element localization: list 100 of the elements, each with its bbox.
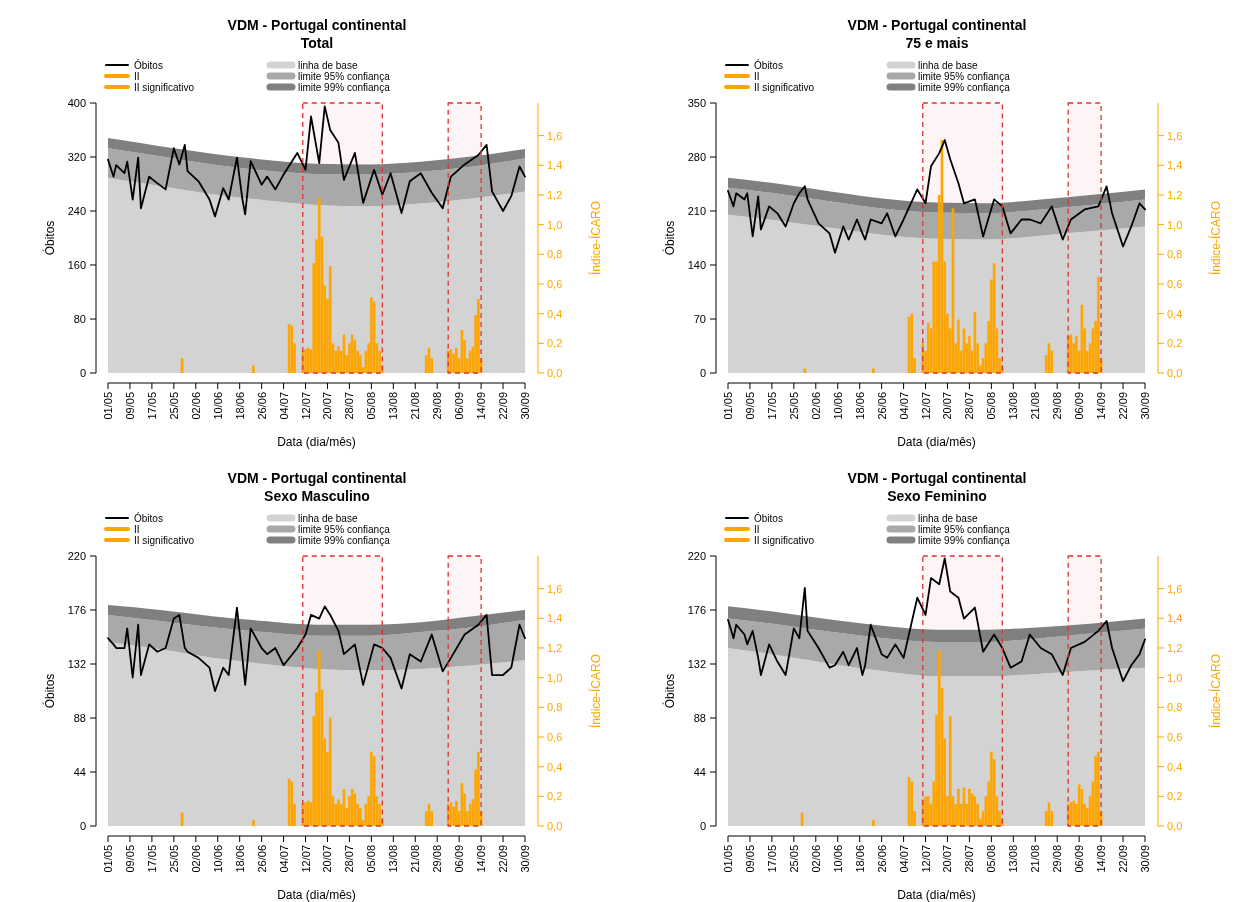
legend-label: II significativo: [134, 534, 195, 546]
x-tick-label: 10/06: [831, 392, 844, 420]
y2-tick-label: 1,4: [547, 159, 563, 172]
x-tick-label: 21/08: [1029, 845, 1042, 873]
y-tick-label: 320: [67, 151, 86, 163]
legend-label: linha de base: [298, 59, 358, 71]
x-tick-label: 10/06: [211, 392, 224, 420]
legend-label: linha de base: [298, 512, 358, 524]
x-tick-label: 20/07: [941, 392, 954, 420]
y2-tick-label: 0,6: [547, 730, 563, 743]
x-tick-label: 17/05: [145, 392, 158, 420]
x-tick-label: 04/07: [897, 845, 910, 873]
x-tick-label: 30/09: [519, 392, 531, 420]
x-tick-label: 22/09: [1117, 845, 1130, 873]
chart-subtitle: Total: [300, 35, 334, 51]
y2-axis-title: Índice-ÍCARO: [588, 200, 603, 276]
y2-tick-label: 0,6: [1167, 277, 1183, 290]
y-axis-title: Óbitos: [662, 220, 677, 256]
x-tick-label: 14/09: [1095, 845, 1108, 873]
y2-tick-label: 0,4: [547, 760, 563, 773]
x-tick-label: 18/06: [233, 845, 246, 873]
x-tick-label: 02/06: [809, 392, 822, 420]
x-tick-label: 05/08: [985, 392, 998, 420]
x-tick-label: 12/07: [919, 845, 932, 873]
x-tick-label: 20/07: [941, 845, 954, 873]
x-tick-label: 01/05: [102, 392, 114, 420]
legend-label: II: [134, 523, 140, 535]
y2-tick-label: 0,2: [547, 790, 563, 803]
y-tick-label: 400: [67, 97, 86, 109]
x-tick-label: 14/09: [475, 845, 488, 873]
y2-tick-label: 1,6: [1167, 129, 1183, 142]
x-tick-label: 25/05: [167, 392, 180, 420]
x-tick-label: 13/08: [1007, 392, 1020, 420]
x-tick-label: 12/07: [919, 392, 932, 420]
y2-tick-label: 0,8: [547, 701, 563, 714]
x-tick-label: 25/05: [787, 845, 800, 873]
x-tick-label: 06/09: [453, 392, 466, 420]
chart-title: VDM - Portugal continental: [227, 17, 407, 33]
x-tick-label: 02/06: [189, 392, 202, 420]
chart-title: VDM - Portugal continental: [847, 17, 1027, 33]
y2-tick-label: 0,8: [1167, 248, 1183, 261]
y-tick-label: 240: [67, 205, 86, 217]
y-tick-label: 70: [693, 313, 706, 325]
x-tick-label: 04/07: [277, 392, 290, 420]
x-tick-label: 10/06: [831, 845, 844, 873]
legend-label: II significativo: [754, 81, 815, 93]
x-tick-label: 21/08: [409, 392, 422, 420]
y2-tick-label: 0,6: [1167, 730, 1183, 743]
legend-label: Óbitos: [134, 511, 163, 524]
y2-tick-label: 1,4: [1167, 612, 1183, 625]
x-tick-label: 18/06: [233, 392, 246, 420]
y2-tick-label: 1,2: [547, 641, 563, 654]
x-tick-label: 29/08: [1051, 392, 1064, 420]
y-axis-title: Óbitos: [42, 220, 57, 256]
legend-label: limite 95% confiança: [918, 70, 1011, 82]
x-tick-label: 29/08: [431, 845, 444, 873]
y2-axis-title: Índice-ÍCARO: [1208, 200, 1223, 276]
legend-label: Óbitos: [754, 58, 783, 71]
x-axis-title: Data (dia/mês): [277, 435, 356, 449]
x-axis-title: Data (dia/mês): [277, 888, 356, 902]
x-tick-label: 17/05: [145, 845, 158, 873]
legend-label: limite 99% confiança: [298, 81, 391, 93]
x-tick-label: 22/09: [497, 845, 510, 873]
y2-tick-label: 0,2: [1167, 337, 1183, 350]
x-tick-label: 22/09: [1117, 392, 1130, 420]
legend-label: II: [754, 523, 760, 535]
x-tick-label: 09/05: [743, 845, 756, 873]
legend-label: limite 99% confiança: [918, 81, 1011, 93]
chart-subtitle: Sexo Masculino: [264, 488, 370, 504]
y-tick-label: 88: [73, 712, 86, 724]
x-tick-label: 13/08: [1007, 845, 1020, 873]
y-tick-label: 132: [67, 658, 86, 670]
y2-tick-label: 0,4: [1167, 307, 1183, 320]
y-tick-label: 88: [693, 712, 706, 724]
x-tick-label: 09/05: [123, 392, 136, 420]
x-tick-label: 01/05: [722, 392, 734, 420]
legend-label: limite 99% confiança: [298, 534, 391, 546]
y2-tick-label: 0,4: [1167, 760, 1183, 773]
legend-label: II significativo: [754, 534, 815, 546]
x-tick-label: 17/05: [765, 845, 778, 873]
y-tick-label: 140: [687, 259, 706, 271]
x-tick-label: 26/06: [255, 392, 268, 420]
y-axis-title: Óbitos: [42, 673, 57, 709]
legend-label: linha de base: [918, 59, 978, 71]
y2-axis-title: Índice-ÍCARO: [588, 653, 603, 729]
x-tick-label: 13/08: [387, 845, 400, 873]
y-tick-label: 0: [79, 367, 86, 379]
y-tick-label: 160: [67, 259, 86, 271]
x-tick-label: 28/07: [343, 845, 356, 873]
x-tick-label: 02/06: [189, 845, 202, 873]
chart-title: VDM - Portugal continental: [847, 470, 1027, 486]
y2-tick-label: 0,0: [547, 820, 563, 832]
x-tick-label: 30/09: [1139, 845, 1151, 873]
y2-tick-label: 1,4: [1167, 159, 1183, 172]
x-tick-label: 25/05: [167, 845, 180, 873]
x-tick-label: 29/08: [1051, 845, 1064, 873]
y2-tick-label: 1,2: [1167, 188, 1183, 201]
y2-tick-label: 0,8: [547, 248, 563, 261]
x-tick-label: 18/06: [853, 392, 866, 420]
legend-label: II: [754, 70, 760, 82]
